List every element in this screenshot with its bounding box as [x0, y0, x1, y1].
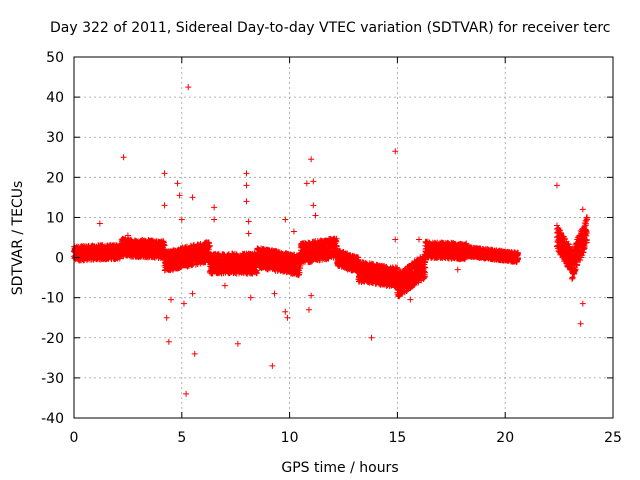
data-points — [71, 84, 591, 397]
grid-lines — [74, 57, 613, 418]
data-point — [161, 242, 168, 249]
chart-title: Day 322 of 2011, Sidereal Day-to-day VTE… — [50, 20, 610, 36]
